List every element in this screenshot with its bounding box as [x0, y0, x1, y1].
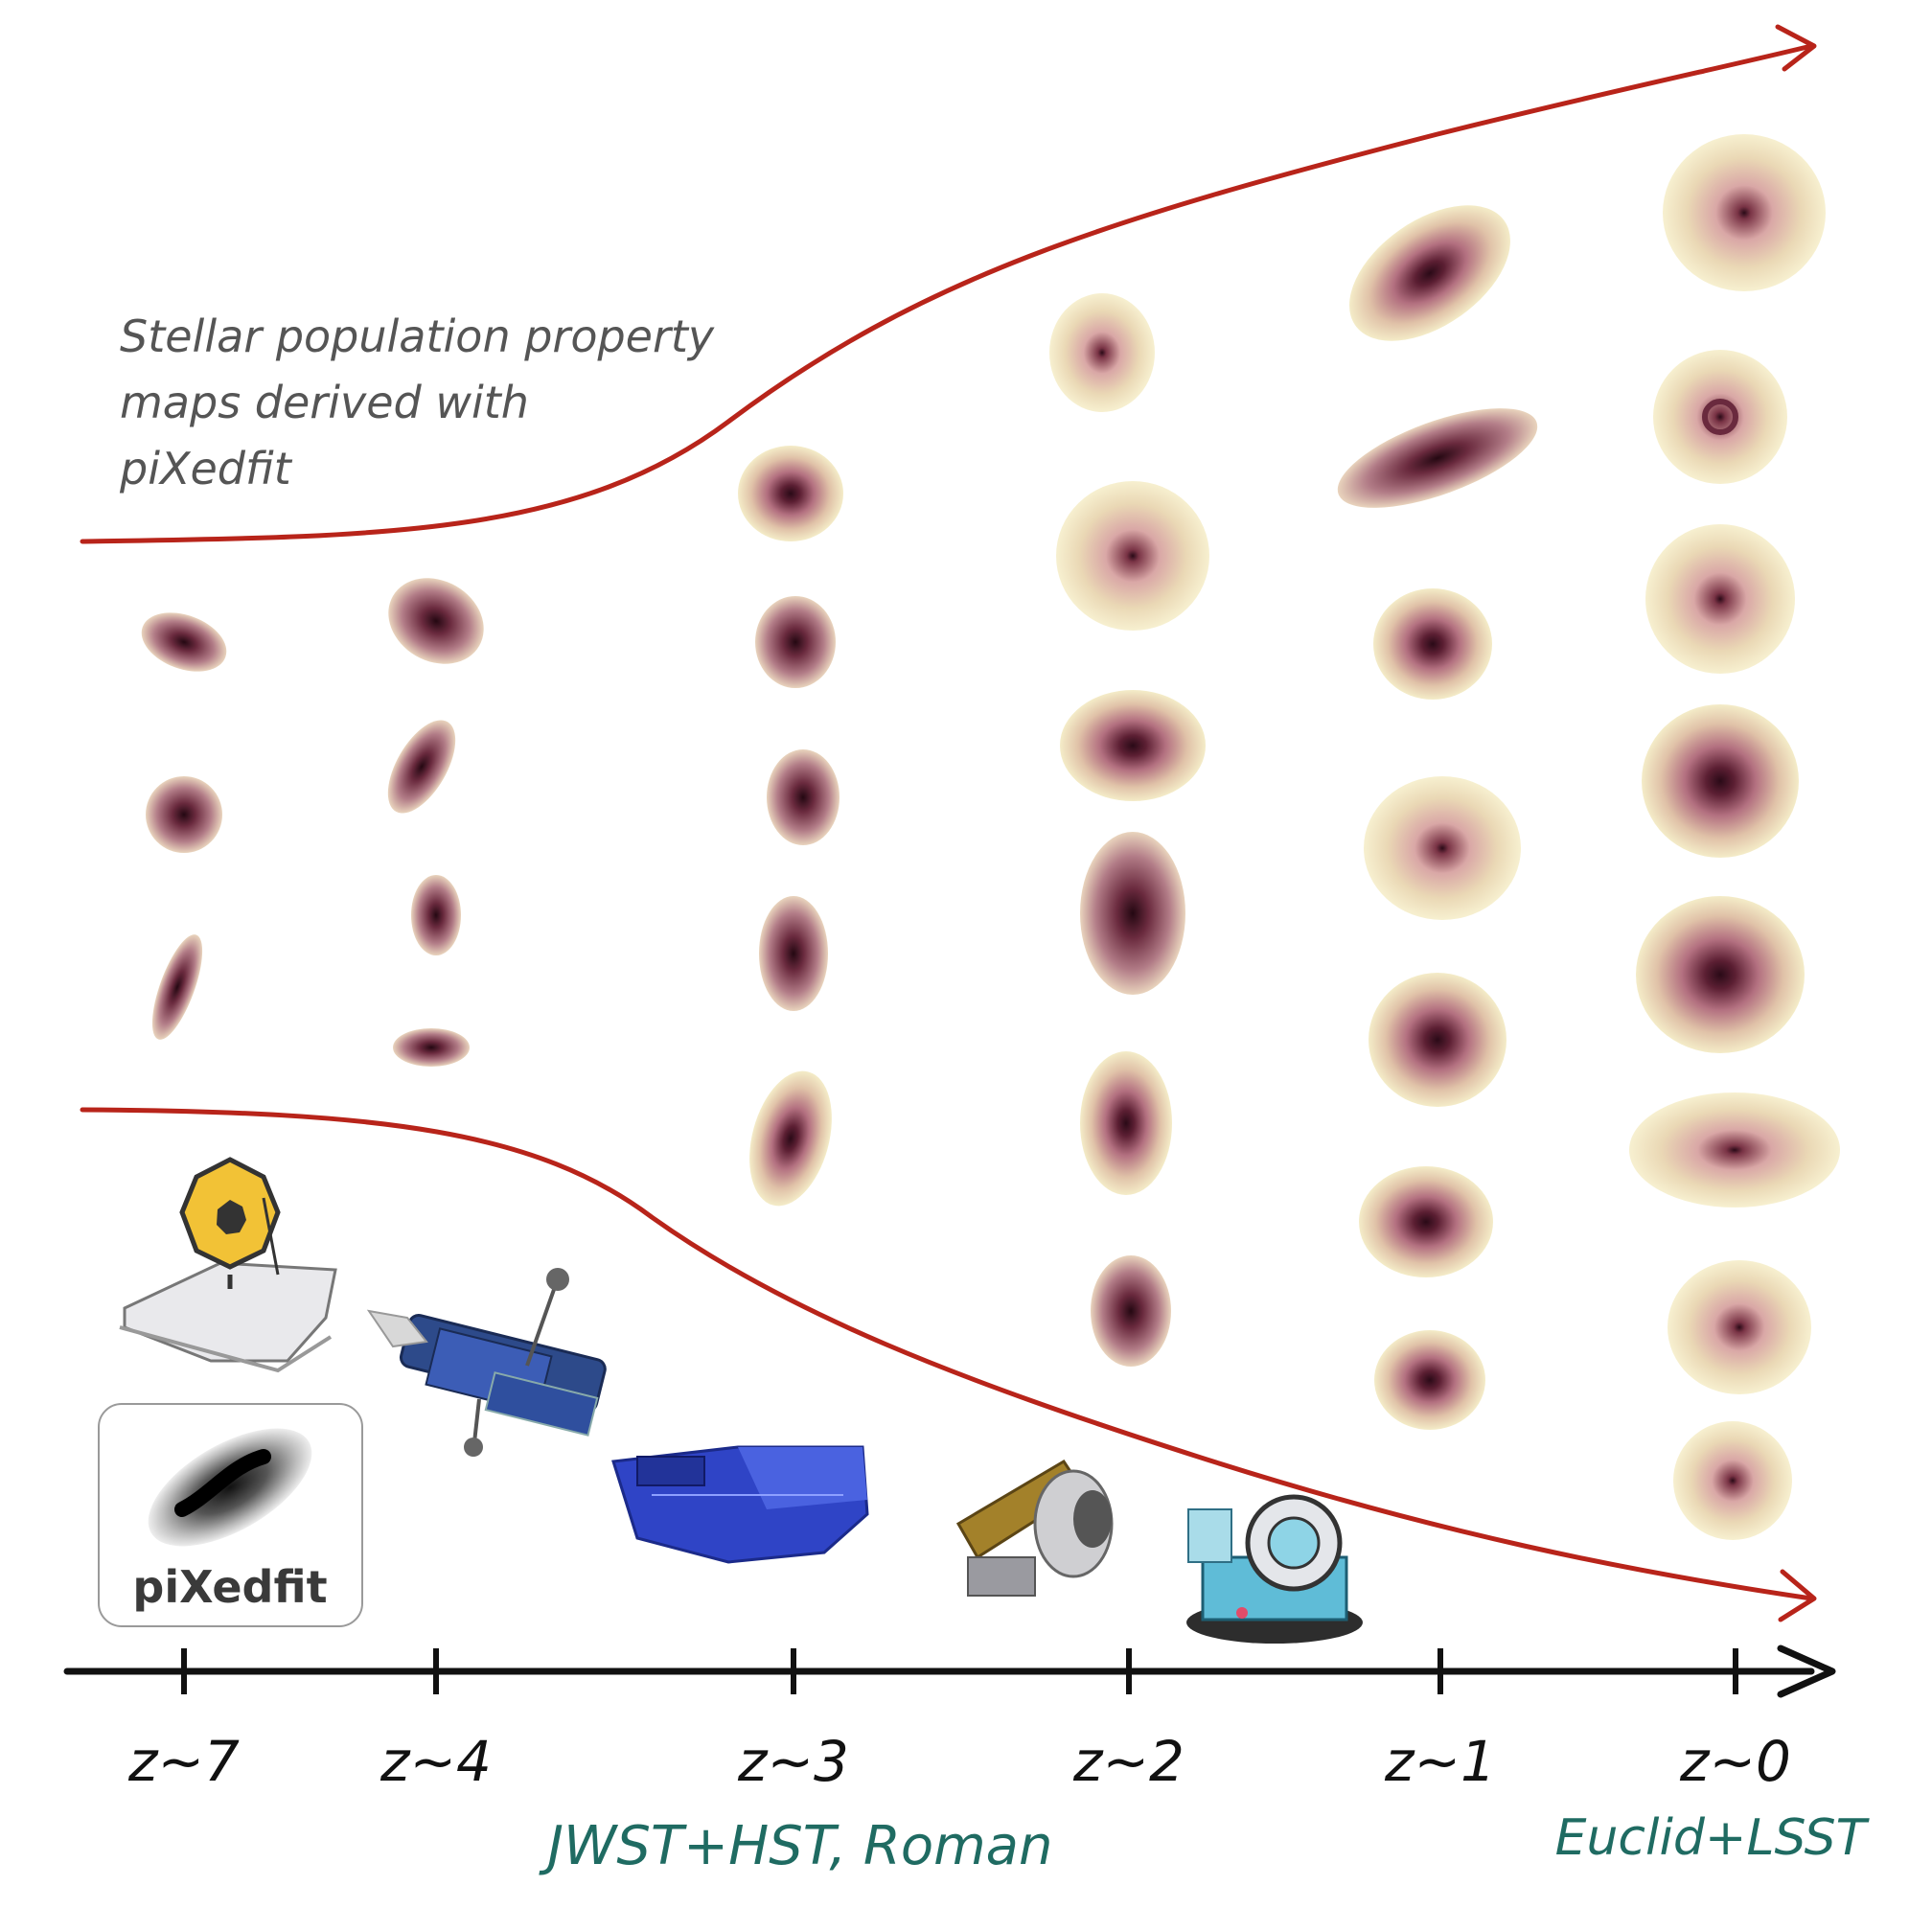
funnel-lower-arrowhead — [1778, 1569, 1817, 1622]
pixedfit-logo-text: piXedfit — [132, 1561, 327, 1613]
pixedfit-logo: piXedfit — [98, 1403, 363, 1627]
galaxy-map — [1091, 1255, 1171, 1367]
galaxy-map — [411, 875, 461, 955]
jwst-telescope-icon — [119, 1157, 337, 1373]
galaxy-map — [1056, 481, 1209, 631]
annotation-line-2: maps derived with — [120, 377, 529, 428]
funnel-upper-curve — [80, 24, 1817, 544]
galaxy-map — [755, 596, 836, 688]
galaxy-column-z2 — [1049, 293, 1209, 1367]
galaxy-map — [1373, 588, 1492, 700]
galaxy-ring — [1702, 399, 1738, 435]
axis-arrowhead — [1777, 1644, 1836, 1698]
galaxy-map — [1049, 293, 1155, 412]
axis-tick-label: z~3 — [737, 1729, 849, 1794]
galaxy-map — [388, 578, 484, 664]
galaxy-map — [1673, 1421, 1792, 1540]
galaxy-map — [767, 749, 840, 845]
galaxy-map — [1663, 134, 1826, 291]
galaxy-column-z4 — [387, 578, 484, 1067]
galaxy-map — [1080, 1051, 1172, 1195]
axis-tick-label: z~4 — [380, 1729, 492, 1794]
galaxy-map — [759, 896, 828, 1011]
galaxy-map — [1080, 832, 1185, 995]
funnel-lower-curve — [80, 1107, 1817, 1622]
axis-tick-label: z~0 — [1679, 1729, 1791, 1794]
survey-label-euclid-lsst: Euclid+LSST — [1555, 1809, 1871, 1867]
axis-tick-label: z~2 — [1072, 1729, 1184, 1794]
galaxy-map — [1364, 776, 1521, 920]
galaxy-map — [1668, 1260, 1811, 1394]
lsst-telescope-icon — [1186, 1494, 1363, 1644]
funnel-upper-arrowhead — [1775, 24, 1817, 72]
galaxy-map — [1359, 1166, 1493, 1277]
galaxy-column-z3 — [738, 446, 843, 1207]
galaxy-map — [1337, 408, 1538, 508]
galaxy-map — [1368, 973, 1506, 1107]
galaxy-map — [146, 776, 222, 853]
galaxy-map — [141, 612, 227, 672]
galaxy-map — [151, 934, 203, 1040]
galaxy-map — [1060, 690, 1206, 801]
redshift-axis: z~7 z~4 z~3 z~2 z~1 z~0 — [63, 1644, 1836, 1794]
galaxy-column-z0 — [1629, 134, 1840, 1540]
galaxy-map — [1642, 704, 1799, 858]
euclid-telescope-icon — [955, 1459, 1114, 1597]
hubble-telescope-icon — [366, 1268, 607, 1457]
annotation-line-1: Stellar population property — [120, 310, 715, 362]
galaxy-map — [1349, 205, 1510, 341]
galaxy-map — [393, 1028, 470, 1067]
pixedfit-logo-icon — [148, 1428, 312, 1547]
roman-telescope-icon — [611, 1445, 869, 1564]
axis-tick-label: z~7 — [127, 1729, 240, 1794]
annotation-line-3: piXedfit — [119, 443, 293, 494]
axis-tick-label: z~1 — [1384, 1729, 1496, 1794]
galaxy-column-z1 — [1337, 205, 1538, 1430]
galaxy-map — [1629, 1092, 1840, 1208]
survey-label-jwst-hst-roman: JWST+HST, Roman — [539, 1815, 1053, 1877]
annotation-text: Stellar population property maps derived… — [119, 310, 728, 494]
galaxy-map — [1645, 524, 1795, 674]
galaxy-map — [749, 1070, 832, 1207]
galaxy-column-z7 — [141, 612, 227, 1040]
galaxy-map — [1374, 1330, 1485, 1430]
galaxy-map — [1636, 896, 1805, 1053]
galaxy-map — [738, 446, 843, 541]
galaxy-map — [1653, 350, 1787, 484]
galaxy-map — [387, 720, 456, 814]
